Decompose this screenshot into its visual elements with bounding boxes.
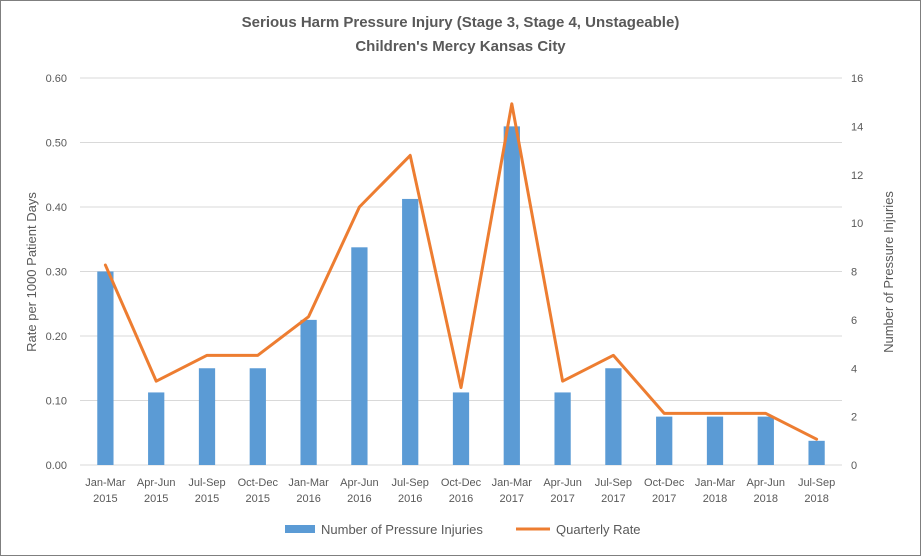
right-tick-label: 2: [851, 412, 857, 424]
right-tick-label: 6: [851, 315, 857, 327]
x-tick-label: Apr-Jun: [340, 477, 379, 489]
legend: Number of Pressure Injuries Quarterly Ra…: [285, 522, 641, 537]
x-tick-label: 2015: [195, 493, 219, 505]
bar: [198, 368, 216, 465]
x-tick-label: Jan-Mar: [492, 477, 533, 489]
bar: [503, 126, 520, 465]
x-tick-label: Jul-Sep: [392, 477, 429, 489]
right-tick-label: 0: [851, 460, 857, 472]
bar: [97, 271, 114, 465]
right-tick-label: 8: [851, 267, 857, 279]
x-tick-label: 2018: [804, 493, 828, 505]
bar: [148, 392, 165, 465]
y-axis-title: Rate per 1000 Patient Days: [24, 192, 39, 352]
x-tick-label: Apr-Jun: [137, 477, 176, 489]
x-tick-label: Oct-Dec: [644, 477, 685, 489]
right-tick-label: 12: [851, 170, 863, 182]
x-tick-label: 2017: [652, 493, 676, 505]
x-tick-label: 2016: [398, 493, 422, 505]
x-tick-label: 2017: [500, 493, 524, 505]
bar: [706, 416, 724, 465]
right-tick-label: 4: [851, 363, 857, 375]
chart-subtitle: Children's Mercy Kansas City: [355, 38, 566, 55]
x-tick-label: Jan-Mar: [85, 477, 126, 489]
bar: [605, 368, 622, 465]
rate-line: [103, 102, 819, 441]
bar: [808, 440, 825, 465]
legend-bar-swatch: [285, 525, 315, 533]
left-tick-label: 0.30: [46, 267, 67, 279]
x-tick-label: 2018: [703, 493, 727, 505]
left-tick-label: 0.00: [46, 460, 67, 472]
x-tick-label: Jul-Sep: [188, 477, 225, 489]
chart-title: Serious Harm Pressure Injury (Stage 3, S…: [241, 14, 680, 31]
right-axis-ticks: 0 2 4 6 8 10 12 14 16: [851, 73, 863, 472]
bar: [452, 392, 470, 465]
x-tick-label: Oct-Dec: [441, 477, 482, 489]
x-axis-ticks: Jan-Mar 2015 Apr-Jun 2015 Jul-Sep 2015 Oct-Dec…: [85, 477, 835, 505]
right-tick-label: 14: [851, 121, 863, 133]
left-tick-label: 0.20: [46, 331, 67, 343]
bar: [300, 319, 317, 465]
x-tick-label: Jul-Sep: [595, 477, 632, 489]
left-tick-label: 0.50: [46, 138, 67, 150]
x-tick-label: 2018: [754, 493, 778, 505]
x-tick-label: Oct-Dec: [238, 477, 279, 489]
bar: [351, 247, 368, 465]
y2-axis-title: Number of Pressure Injuries: [881, 191, 896, 353]
x-tick-label: 2015: [144, 493, 168, 505]
x-tick-label: 2016: [449, 493, 473, 505]
bar: [554, 392, 571, 465]
bar: [757, 416, 774, 465]
x-tick-label: Apr-Jun: [747, 477, 786, 489]
left-tick-label: 0.60: [46, 73, 67, 85]
legend-line-label: Quarterly Rate: [556, 522, 641, 537]
left-tick-label: 0.10: [46, 396, 67, 408]
line-series: [103, 102, 819, 441]
right-tick-label: 10: [851, 218, 863, 230]
legend-bar-label: Number of Pressure Injuries: [321, 522, 483, 537]
x-tick-label: Jul-Sep: [798, 477, 835, 489]
bar: [249, 368, 266, 465]
x-tick-label: Apr-Jun: [543, 477, 582, 489]
x-tick-label: 2017: [550, 493, 574, 505]
bar: [656, 416, 673, 465]
x-tick-label: 2016: [296, 493, 320, 505]
left-tick-label: 0.40: [46, 202, 67, 214]
x-tick-label: 2015: [246, 493, 270, 505]
x-tick-label: Jan-Mar: [288, 477, 329, 489]
bar-series: [97, 126, 825, 465]
x-tick-label: Jan-Mar: [695, 477, 736, 489]
bar: [402, 198, 419, 465]
x-tick-label: 2015: [93, 493, 117, 505]
x-tick-label: 2016: [347, 493, 371, 505]
left-axis-ticks: 0.00 0.10 0.20 0.30 0.40 0.50 0.60: [46, 73, 67, 472]
x-tick-label: 2017: [601, 493, 625, 505]
right-tick-label: 16: [851, 73, 863, 85]
